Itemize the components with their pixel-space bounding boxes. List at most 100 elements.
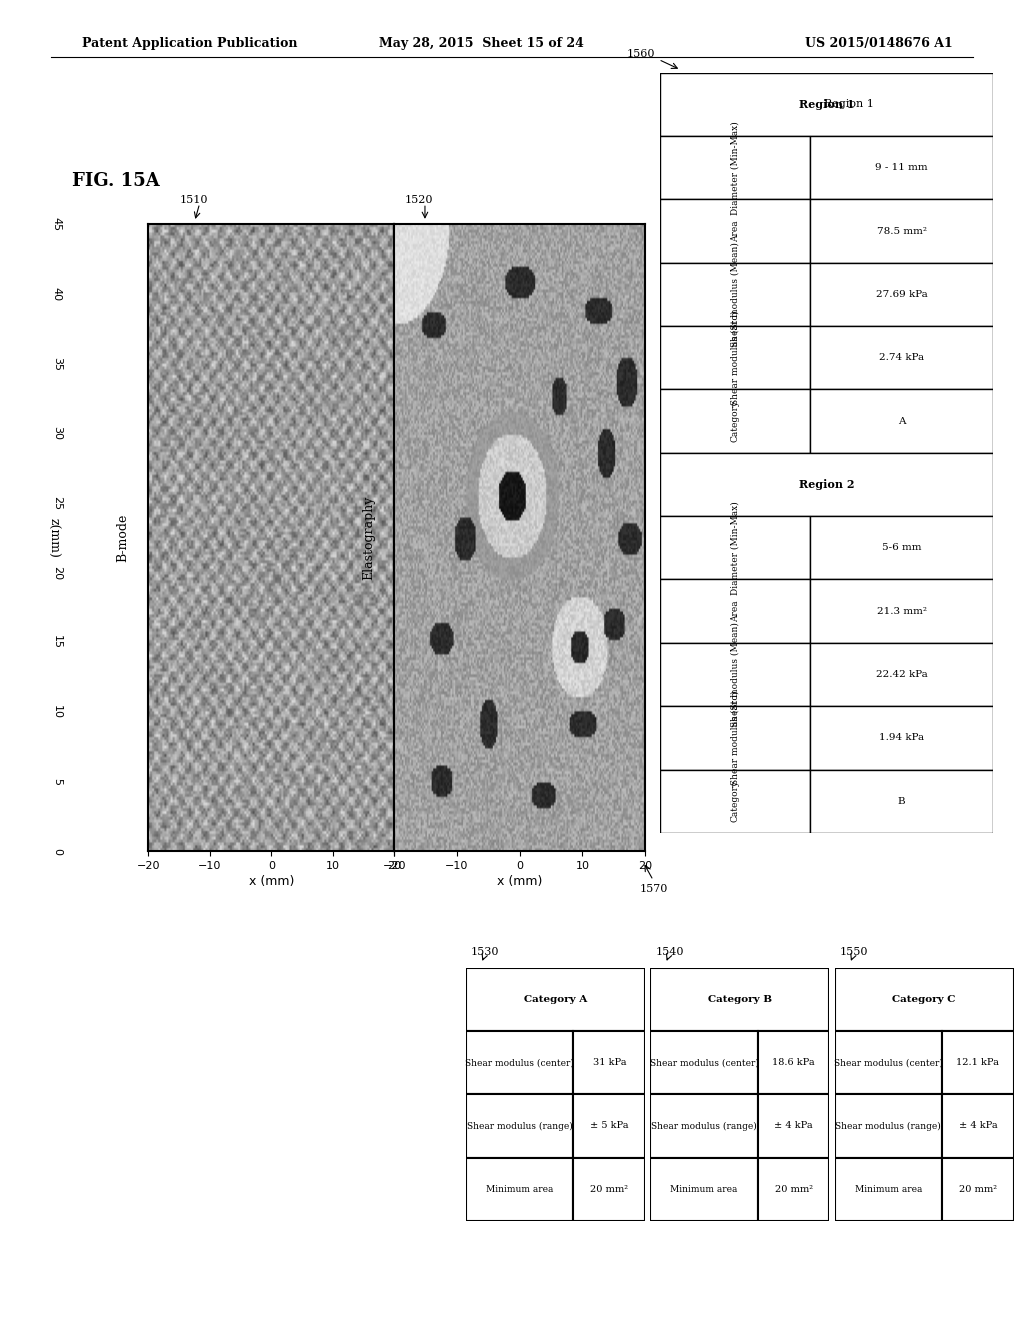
Text: Category: Category	[731, 400, 740, 442]
Text: 31 kPa: 31 kPa	[593, 1059, 626, 1067]
Bar	[660, 389, 810, 453]
Bar	[660, 516, 810, 579]
Bar	[835, 1031, 942, 1094]
Bar	[810, 770, 993, 833]
Text: 21.3 mm²: 21.3 mm²	[877, 607, 927, 615]
Bar	[810, 199, 993, 263]
Bar	[835, 1094, 942, 1158]
Bar	[466, 1094, 573, 1158]
Text: Shear modulus (center): Shear modulus (center)	[649, 1059, 759, 1067]
Bar	[942, 1094, 1014, 1158]
Text: Minimum area: Minimum area	[486, 1185, 553, 1193]
Text: B: B	[898, 797, 905, 805]
Text: May 28, 2015  Sheet 15 of 24: May 28, 2015 Sheet 15 of 24	[379, 37, 584, 50]
Text: Shear modulus (Std): Shear modulus (Std)	[731, 310, 740, 405]
Bar	[660, 326, 810, 389]
Bar	[573, 1158, 645, 1221]
Text: Patent Application Publication: Patent Application Publication	[82, 37, 297, 50]
Bar	[810, 706, 993, 770]
Text: Diameter (Min-Max): Diameter (Min-Max)	[731, 500, 740, 595]
Text: Shear modulus (Mean): Shear modulus (Mean)	[731, 622, 740, 727]
Bar	[942, 1158, 1014, 1221]
Bar	[835, 1158, 942, 1221]
Text: 1570: 1570	[640, 884, 669, 895]
Text: Shear modulus (center): Shear modulus (center)	[834, 1059, 943, 1067]
Bar	[466, 968, 645, 1031]
Text: ± 4 kPa: ± 4 kPa	[774, 1122, 813, 1130]
Text: Category A: Category A	[524, 995, 587, 1003]
Bar	[810, 326, 993, 389]
Bar	[660, 73, 993, 136]
Text: Minimum area: Minimum area	[671, 1185, 737, 1193]
Text: 1510: 1510	[179, 194, 208, 205]
Text: 78.5 mm²: 78.5 mm²	[877, 227, 927, 235]
Bar	[810, 263, 993, 326]
Text: A: A	[898, 417, 905, 425]
Text: Diameter (Min-Max): Diameter (Min-Max)	[731, 120, 740, 215]
Text: 20 mm²: 20 mm²	[774, 1185, 813, 1193]
Text: Shear modulus (Std): Shear modulus (Std)	[731, 690, 740, 785]
Text: US 2015/0148676 A1: US 2015/0148676 A1	[805, 37, 952, 50]
Bar	[810, 643, 993, 706]
Bar	[650, 968, 829, 1031]
Bar	[650, 1031, 758, 1094]
Text: Shear modulus (Mean): Shear modulus (Mean)	[731, 242, 740, 347]
Text: Area: Area	[731, 220, 740, 242]
Text: Category: Category	[731, 780, 740, 822]
Bar	[942, 1031, 1014, 1094]
Bar	[897, 73, 993, 136]
Text: Category C: Category C	[893, 995, 955, 1003]
Text: Area: Area	[731, 601, 740, 622]
X-axis label: x (mm): x (mm)	[249, 875, 294, 888]
X-axis label: x (mm): x (mm)	[497, 875, 543, 888]
Text: 9 - 11 mm: 9 - 11 mm	[876, 164, 928, 172]
Bar	[660, 706, 810, 770]
Bar	[660, 136, 810, 199]
Bar	[660, 579, 810, 643]
Text: 1.94 kPa: 1.94 kPa	[880, 734, 925, 742]
Bar	[810, 516, 993, 579]
Bar	[650, 1094, 758, 1158]
Bar	[660, 199, 810, 263]
Text: Shear modulus (range): Shear modulus (range)	[836, 1122, 941, 1130]
Text: FIG. 15A: FIG. 15A	[72, 172, 160, 190]
Bar	[466, 1158, 573, 1221]
Bar	[835, 968, 1014, 1031]
Bar	[660, 263, 810, 326]
Bar	[810, 389, 993, 453]
Text: 20 mm²: 20 mm²	[590, 1185, 629, 1193]
Text: B-mode: B-mode	[117, 513, 129, 562]
Text: Category B: Category B	[708, 995, 772, 1003]
Text: 1550: 1550	[840, 946, 868, 957]
Text: ± 4 kPa: ± 4 kPa	[958, 1122, 997, 1130]
Text: Shear modulus (range): Shear modulus (range)	[651, 1122, 757, 1130]
Bar	[573, 1094, 645, 1158]
Bar	[660, 453, 993, 516]
Text: 5-6 mm: 5-6 mm	[882, 544, 922, 552]
Text: Region 2: Region 2	[799, 479, 855, 490]
Bar	[466, 1031, 573, 1094]
Text: 1520: 1520	[404, 194, 433, 205]
Text: ± 5 kPa: ± 5 kPa	[590, 1122, 629, 1130]
Text: Region 1: Region 1	[799, 99, 855, 110]
Bar	[660, 73, 801, 136]
Bar	[810, 136, 993, 199]
Bar	[660, 643, 810, 706]
Bar	[758, 1094, 829, 1158]
Text: 1560: 1560	[627, 49, 655, 59]
Bar	[573, 1031, 645, 1094]
Text: Shear modulus (range): Shear modulus (range)	[467, 1122, 572, 1130]
Text: Region 1: Region 1	[823, 99, 873, 110]
Text: 22.42 kPa: 22.42 kPa	[876, 671, 928, 678]
Text: 2.74 kPa: 2.74 kPa	[880, 354, 925, 362]
Bar	[758, 1158, 829, 1221]
Text: 12.1 kPa: 12.1 kPa	[956, 1059, 999, 1067]
Bar	[801, 73, 897, 136]
Bar	[650, 1158, 758, 1221]
Text: 18.6 kPa: 18.6 kPa	[772, 1059, 815, 1067]
Text: 20 mm²: 20 mm²	[958, 1185, 997, 1193]
Text: Shear modulus (center): Shear modulus (center)	[465, 1059, 574, 1067]
Bar	[660, 770, 810, 833]
Text: Minimum area: Minimum area	[855, 1185, 922, 1193]
Text: 27.69 kPa: 27.69 kPa	[876, 290, 928, 298]
